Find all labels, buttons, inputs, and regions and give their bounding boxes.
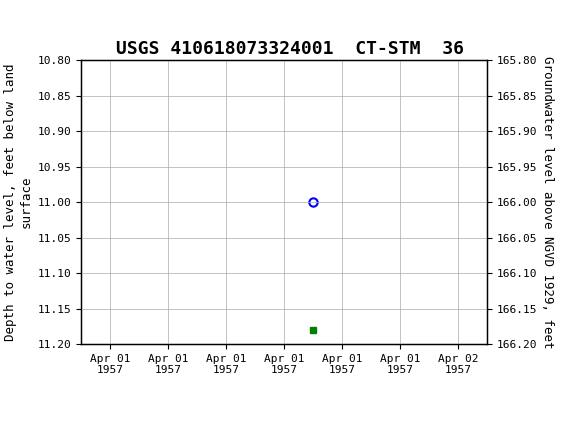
Y-axis label: Depth to water level, feet below land
surface: Depth to water level, feet below land su…: [4, 63, 32, 341]
Text: USGS 410618073324001  CT-STM  36: USGS 410618073324001 CT-STM 36: [116, 40, 464, 58]
Text: ≡USGS: ≡USGS: [9, 9, 63, 27]
Y-axis label: Groundwater level above NGVD 1929, feet: Groundwater level above NGVD 1929, feet: [541, 56, 554, 348]
